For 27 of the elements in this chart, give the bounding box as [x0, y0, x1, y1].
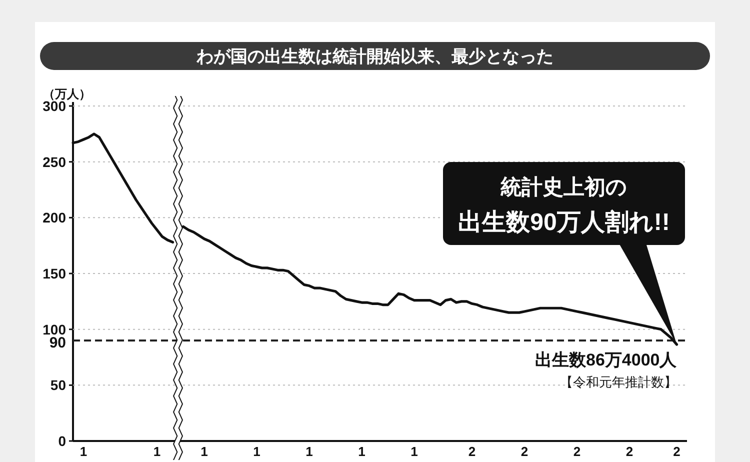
title-bar: わが国の出生数は統計開始以来、最少となった	[40, 42, 710, 70]
x-tick-label: 1	[358, 444, 366, 459]
x-tick-label: 1	[306, 444, 313, 459]
x-tick-label: 2	[520, 444, 528, 459]
x-tick-label: 1	[153, 444, 161, 459]
chart-title: わが国の出生数は統計開始以来、最少となった	[196, 47, 554, 66]
y-tick-label: 200	[42, 210, 66, 226]
x-tick-label: 1	[200, 444, 208, 459]
y-tick-label: 50	[50, 377, 66, 394]
annotation: 出生数90万人割れ!!	[458, 209, 670, 236]
annotation: 出生数86万4000人	[535, 350, 678, 370]
y-tick-label: 150	[42, 266, 66, 282]
callout: 統計史上初の 出生数90万人割れ!!	[443, 162, 685, 345]
x-tick-label: 2	[573, 444, 581, 459]
y-tick-label: 100	[42, 321, 66, 338]
y-tick-label: 0	[58, 433, 66, 449]
x-tick-label: 1	[410, 444, 418, 459]
x-tick-label: 2	[468, 444, 476, 459]
annotation: 統計史上初の	[500, 175, 628, 199]
x-tick-label: 2	[626, 444, 634, 459]
annotation: 【令和元年推計数】	[560, 376, 677, 391]
y-axis-title: （万人）	[43, 87, 91, 101]
x-tick-label: 1	[253, 444, 260, 459]
y-tick-label: 250	[42, 154, 66, 170]
x-tick-label: 1	[80, 444, 88, 459]
x-tick-label: 2	[673, 444, 680, 459]
ref-line-label: 90	[49, 334, 66, 352]
